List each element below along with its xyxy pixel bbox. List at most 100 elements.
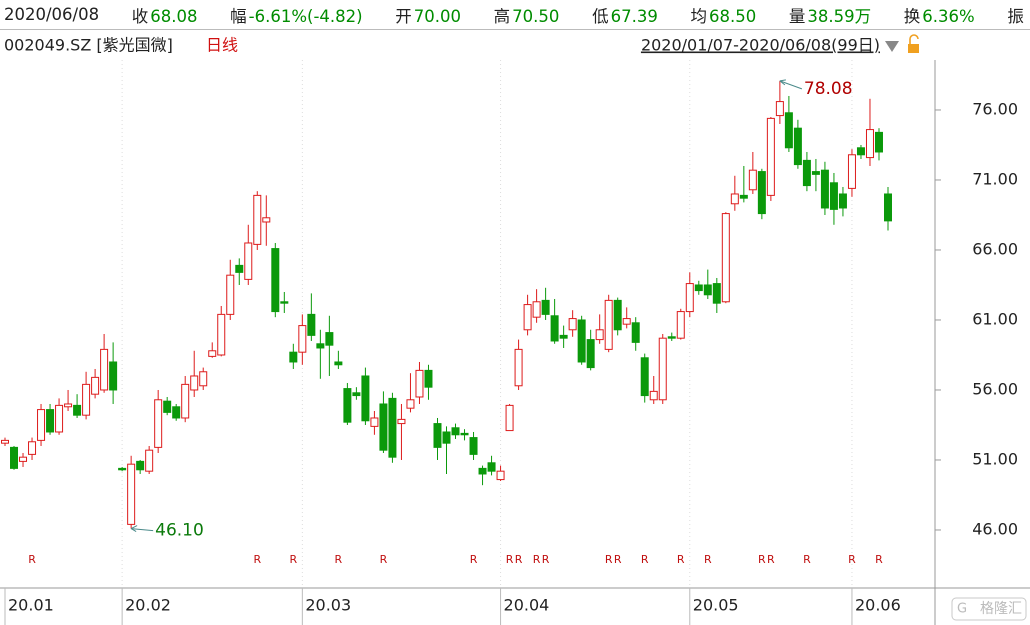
- candle-body: [694, 284, 703, 292]
- candle-body: [721, 213, 730, 303]
- candle-body: [730, 193, 739, 205]
- candle-body: [379, 403, 388, 451]
- candle-body: [667, 336, 676, 339]
- candle-body: [451, 427, 460, 436]
- quote-label: 低: [592, 6, 609, 26]
- candle-body: [703, 284, 712, 296]
- watermark-text: 格隆汇: [980, 601, 1022, 617]
- candle-body: [523, 304, 532, 331]
- candle-body: [884, 193, 892, 222]
- event-marker: R: [875, 553, 883, 566]
- candle-body: [91, 376, 100, 395]
- x-tick-label: 20.06: [855, 596, 901, 615]
- candle-body: [181, 383, 190, 419]
- event-marker: R: [641, 553, 649, 566]
- period: 日线: [206, 36, 238, 55]
- candle-body: [793, 127, 802, 166]
- quote-value: 6.36%: [922, 6, 975, 26]
- candle-body: [118, 467, 127, 471]
- candle-body: [100, 348, 109, 391]
- annotation-label: 78.08: [804, 79, 853, 99]
- quote-value: -6.61%(-4.82): [248, 6, 363, 26]
- candle-body: [595, 329, 604, 341]
- candle-body: [199, 371, 208, 387]
- y-tick-label: 51.00: [972, 449, 1018, 468]
- y-tick-label: 46.00: [972, 519, 1018, 538]
- date-range[interactable]: 2020/01/07-2020/06/08(99日): [641, 36, 880, 55]
- quote-field: 低 67.39: [592, 3, 658, 27]
- event-marker: R: [470, 553, 478, 566]
- x-tick-label: 20.01: [8, 596, 54, 615]
- candle-body: [775, 101, 784, 117]
- y-tick-label: 56.00: [972, 379, 1018, 398]
- candle-body: [307, 313, 316, 336]
- candle-body: [73, 404, 82, 416]
- candle-body: [370, 417, 379, 427]
- candle-body: [559, 334, 568, 339]
- candle-body: [289, 351, 298, 363]
- candle-body: [514, 348, 523, 387]
- candle-body: [478, 467, 487, 475]
- event-marker: R: [253, 553, 261, 566]
- quote-value: 67.39: [610, 6, 658, 26]
- candle-body: [820, 169, 829, 209]
- quote-value: 70.50: [512, 6, 560, 26]
- candle-body: [748, 169, 757, 191]
- y-tick-label: 66.00: [972, 239, 1018, 258]
- candle-body: [127, 463, 136, 525]
- candle-body: [757, 171, 766, 215]
- quote-field: 收 68.08: [132, 3, 198, 27]
- candle-body: [46, 409, 55, 433]
- annotation-arrow: [131, 528, 154, 532]
- candle-body: [766, 117, 775, 196]
- candle-body: [334, 361, 343, 366]
- event-marker: R: [704, 553, 712, 566]
- watermark-box: [951, 597, 1027, 621]
- candle-body: [154, 399, 163, 448]
- candle-body: [442, 431, 451, 444]
- event-marker: R: [533, 553, 541, 566]
- quote-label: 振: [1007, 6, 1024, 26]
- candle-body: [433, 423, 442, 448]
- candle-body: [838, 193, 847, 209]
- lock-shackle: [909, 34, 919, 44]
- candle-body: [352, 392, 361, 397]
- y-tick-label: 76.00: [972, 99, 1018, 118]
- x-tick-label: 20.04: [504, 596, 550, 615]
- quote-field: 振: [1007, 3, 1026, 27]
- event-marker: R: [848, 553, 856, 566]
- candle-body: [64, 403, 73, 408]
- candle-body: [244, 242, 253, 280]
- candle-body: [217, 313, 226, 356]
- quote-field: 换 6.36%: [904, 3, 975, 27]
- quote-value: 68.50: [708, 6, 757, 26]
- event-marker: R: [677, 553, 685, 566]
- annotation-arrowhead: [779, 79, 786, 86]
- candle-body: [109, 361, 118, 391]
- annotation-arrow: [779, 80, 803, 90]
- candle-body: [343, 388, 352, 423]
- candle-body: [865, 129, 874, 159]
- event-marker: R: [335, 553, 343, 566]
- candle-body: [550, 315, 559, 342]
- quote-value: 38.59万: [807, 6, 872, 26]
- quote-label: 高: [493, 6, 511, 26]
- candle-body: [226, 274, 235, 315]
- event-marker: R: [767, 553, 775, 566]
- event-marker: R: [289, 553, 297, 566]
- quote-label: 均: [690, 6, 707, 26]
- quote-label: 量: [788, 6, 806, 26]
- candle-body: [388, 397, 397, 458]
- quote-field: 均 68.50: [690, 3, 756, 27]
- x-tick-label: 20.02: [125, 596, 171, 615]
- lock-icon[interactable]: [908, 44, 919, 53]
- candle-body: [847, 154, 856, 189]
- candle-body: [397, 418, 406, 425]
- event-marker: R: [605, 553, 613, 566]
- candle-body: [325, 332, 334, 346]
- candle-body: [172, 406, 181, 419]
- watermark-logo: G: [957, 602, 967, 617]
- dropdown-arrow[interactable]: [885, 41, 899, 52]
- candle-body: [505, 404, 514, 432]
- candle-body: [253, 194, 262, 245]
